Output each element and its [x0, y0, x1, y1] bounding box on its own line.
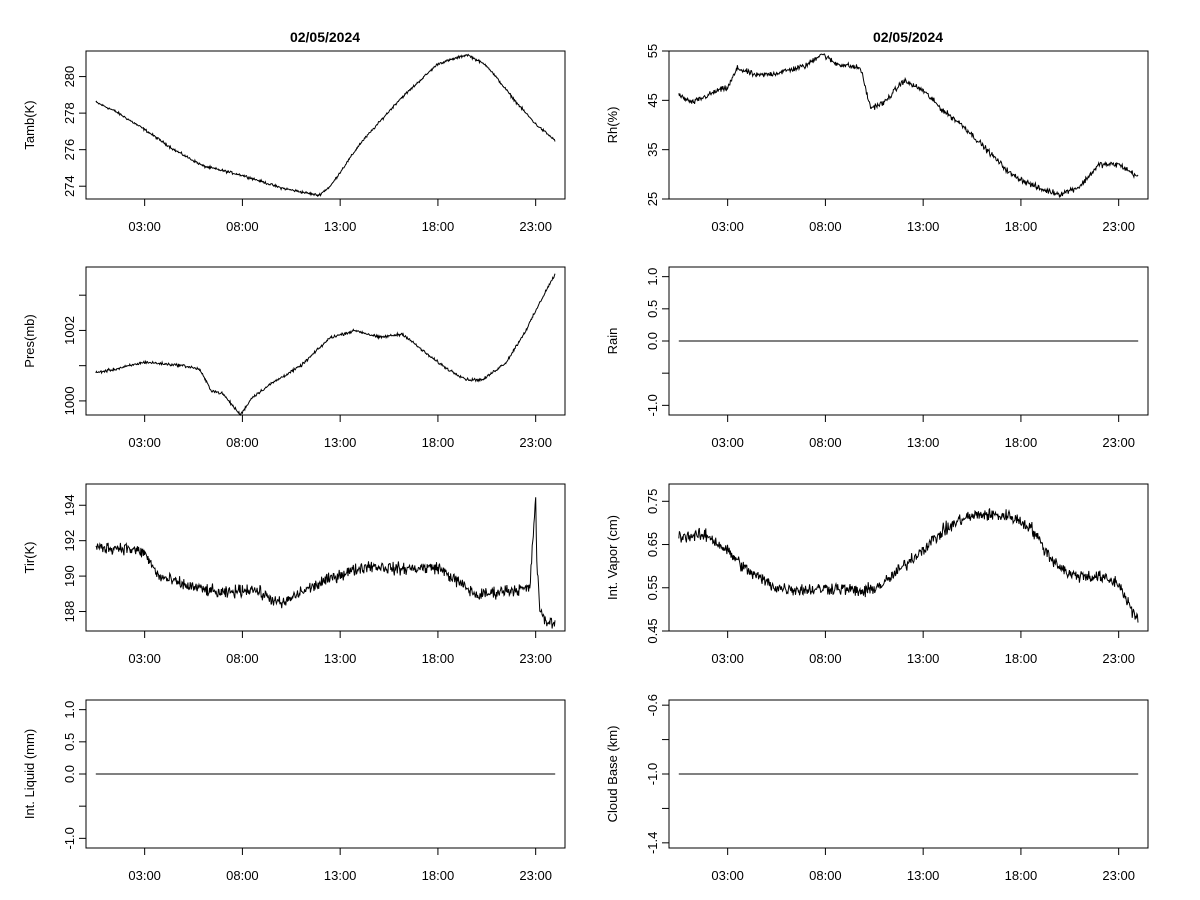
pres-plot-frame	[85, 266, 566, 416]
tamb-y-tick-label: 276	[62, 139, 77, 161]
cloud-base-x-tick-label: 08:00	[809, 868, 842, 883]
cloud-base-x-tick-label: 18:00	[1005, 868, 1038, 883]
cloud-base-y-tick-label: -1.4	[645, 832, 660, 854]
rain-y-tick-label: 0.5	[645, 300, 660, 318]
tir-y-tick-label: 194	[62, 494, 77, 516]
rain-y-tick-label: 0.0	[645, 332, 660, 350]
chart-panels: 03:00 08:00 13:00 18:00 23:00 274 276 278 280 Tam…	[22, 44, 1149, 883]
rain-y-tick-label: -1.0	[645, 394, 660, 416]
rh-series-line	[678, 53, 1139, 199]
int-liquid-x-tick-label: 23:00	[519, 868, 552, 883]
int-vapor-x-tick-label: 18:00	[1005, 651, 1038, 666]
tir-panel: 03:00 08:00 13:00 18:00 23:00 188 190 192 194 Tir…	[22, 483, 566, 666]
tir-x-tick-label: 23:00	[519, 651, 552, 666]
cloud-base-x-tick-label: 23:00	[1102, 868, 1135, 883]
pres-series-line	[95, 273, 556, 417]
int-liquid-x-tick-label: 13:00	[324, 868, 357, 883]
tamb-plot-frame	[85, 50, 566, 200]
tamb-panel: 03:00 08:00 13:00 18:00 23:00 274 276 278 280 Tam…	[22, 50, 566, 234]
cloud-base-y-tick-label: -0.6	[645, 694, 660, 716]
pres-x-tick-label: 08:00	[226, 435, 259, 450]
rain-x-tick-label: 13:00	[907, 435, 940, 450]
tamb-y-tick-label: 278	[62, 102, 77, 124]
tamb-x-tick-label: 13:00	[324, 219, 357, 234]
tir-y-axis-label: Tir(K)	[22, 541, 37, 573]
tamb-x-tick-label: 18:00	[422, 219, 455, 234]
cloud-base-x-tick-label: 13:00	[907, 868, 940, 883]
tamb-y-tick-label: 274	[62, 175, 77, 197]
int-liquid-y-tick-label: 0.5	[62, 733, 77, 751]
int-vapor-series-line	[678, 508, 1139, 623]
int-vapor-y-tick-label: 0.55	[645, 575, 660, 600]
tir-y-tick-label: 192	[62, 530, 77, 552]
pres-x-tick-label: 03:00	[128, 435, 161, 450]
int-vapor-y-axis-label: Int. Vapor (cm)	[605, 515, 620, 600]
tir-series-line	[95, 497, 556, 629]
int-vapor-x-tick-label: 23:00	[1102, 651, 1135, 666]
int-liquid-y-tick-label: 0.0	[62, 765, 77, 783]
int-vapor-y-tick-label: 0.45	[645, 618, 660, 643]
tir-x-tick-label: 08:00	[226, 651, 259, 666]
rh-x-tick-label: 08:00	[809, 219, 842, 234]
rh-x-tick-label: 03:00	[711, 219, 744, 234]
int-vapor-x-tick-label: 03:00	[711, 651, 744, 666]
int-liquid-panel: 03:00 08:00 13:00 18:00 23:00 -1.0 0.0 0.5 1.0 In…	[22, 699, 566, 883]
left-column-title: 02/05/2024	[290, 29, 360, 45]
int-vapor-x-tick-label: 13:00	[907, 651, 940, 666]
rain-x-tick-label: 23:00	[1102, 435, 1135, 450]
rain-panel: 03:00 08:00 13:00 18:00 23:00 -1.0 0.0 0.5 1.0 Ra…	[605, 266, 1149, 450]
int-vapor-x-tick-label: 08:00	[809, 651, 842, 666]
cloud-base-y-tick-label: -1.0	[645, 763, 660, 785]
rh-plot-frame	[668, 50, 1149, 200]
tamb-x-tick-label: 23:00	[519, 219, 552, 234]
tir-x-tick-label: 18:00	[422, 651, 455, 666]
rh-panel: 03:00 08:00 13:00 18:00 23:00 25 35 45 55 Rh(%)	[605, 44, 1149, 234]
rh-x-tick-label: 23:00	[1102, 219, 1135, 234]
tir-x-tick-label: 13:00	[324, 651, 357, 666]
rh-y-tick-label: 45	[645, 93, 660, 107]
rh-x-tick-label: 13:00	[907, 219, 940, 234]
tir-x-tick-label: 03:00	[128, 651, 161, 666]
rain-x-tick-label: 08:00	[809, 435, 842, 450]
pres-y-tick-label: 1002	[62, 316, 77, 345]
rh-y-axis-label: Rh(%)	[605, 107, 620, 144]
int-liquid-x-tick-label: 18:00	[422, 868, 455, 883]
rain-x-tick-label: 03:00	[711, 435, 744, 450]
rh-x-tick-label: 18:00	[1005, 219, 1038, 234]
int-vapor-y-tick-label: 0.75	[645, 489, 660, 514]
tamb-y-axis-label: Tamb(K)	[22, 100, 37, 149]
cloud-base-y-axis-label: Cloud Base (km)	[605, 726, 620, 823]
tamb-x-tick-label: 03:00	[128, 219, 161, 234]
rain-y-axis-label: Rain	[605, 328, 620, 355]
pres-panel: 03:00 08:00 13:00 18:00 23:00 1000 1002 Pres(mb…	[22, 266, 566, 450]
int-vapor-panel: 03:00 08:00 13:00 18:00 23:00 0.45 0.55 0.65 0.7…	[605, 483, 1149, 666]
pres-x-tick-label: 23:00	[519, 435, 552, 450]
cloud-base-x-tick-label: 03:00	[711, 868, 744, 883]
int-liquid-x-tick-label: 03:00	[128, 868, 161, 883]
pres-y-axis-label: Pres(mb)	[22, 314, 37, 367]
right-column-title: 02/05/2024	[873, 29, 943, 45]
int-liquid-y-tick-label: -1.0	[62, 827, 77, 849]
tir-plot-frame	[85, 483, 566, 632]
int-vapor-plot-frame	[668, 483, 1149, 632]
tir-y-tick-label: 188	[62, 601, 77, 623]
int-vapor-y-tick-label: 0.65	[645, 532, 660, 557]
rain-x-tick-label: 18:00	[1005, 435, 1038, 450]
int-liquid-x-tick-label: 08:00	[226, 868, 259, 883]
rh-y-tick-label: 55	[645, 44, 660, 58]
int-liquid-y-axis-label: Int. Liquid (mm)	[22, 729, 37, 819]
pres-y-tick-label: 1000	[62, 386, 77, 415]
tir-y-tick-label: 190	[62, 565, 77, 587]
tamb-x-tick-label: 08:00	[226, 219, 259, 234]
tamb-series-line	[95, 53, 556, 198]
rh-y-tick-label: 25	[645, 192, 660, 206]
tamb-y-tick-label: 280	[62, 66, 77, 88]
cloud-base-panel: 03:00 08:00 13:00 18:00 23:00 -1.4 -1.0 -0.6 Clo…	[605, 694, 1149, 883]
rain-y-tick-label: 1.0	[645, 268, 660, 286]
pres-x-tick-label: 13:00	[324, 435, 357, 450]
rh-y-tick-label: 35	[645, 142, 660, 156]
pres-x-tick-label: 18:00	[422, 435, 455, 450]
int-liquid-y-tick-label: 1.0	[62, 701, 77, 719]
